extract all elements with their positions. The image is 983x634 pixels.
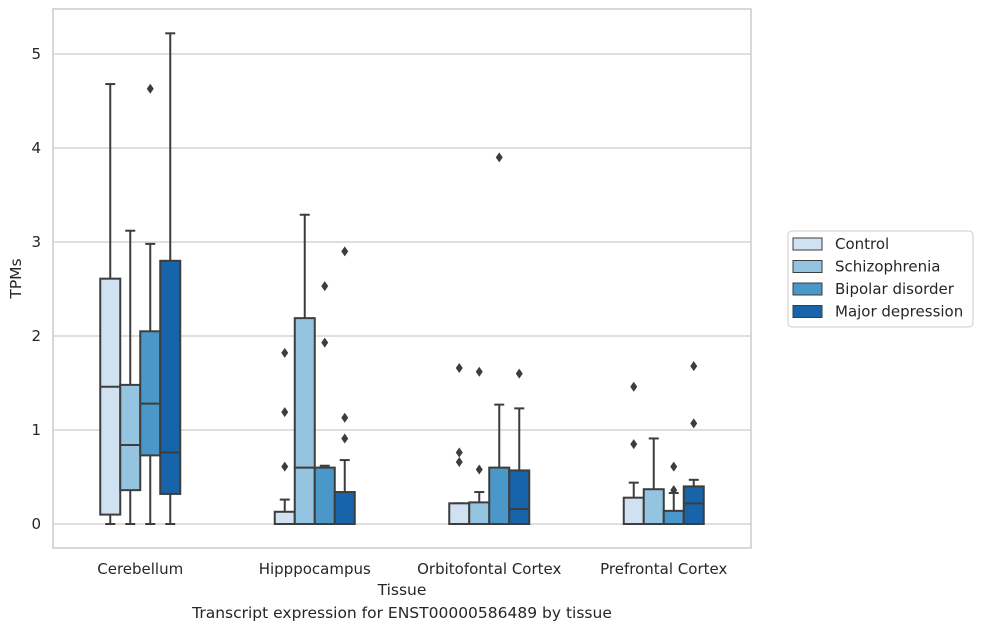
box-body	[468, 501, 491, 526]
flier-point	[341, 246, 349, 257]
box-body	[682, 485, 705, 525]
box-body	[313, 466, 336, 526]
flier-point	[630, 381, 638, 392]
plot-area	[53, 9, 751, 548]
flier-point	[455, 362, 463, 373]
box-0-2	[139, 83, 162, 525]
box-1-1	[293, 213, 316, 526]
box-body	[448, 502, 471, 526]
box-0-3	[159, 32, 182, 525]
box-2-3	[508, 368, 531, 526]
box-body	[662, 509, 685, 525]
legend-label: Schizophrenia	[835, 258, 940, 276]
y-tick-label: 2	[31, 327, 41, 345]
y-tick-label: 4	[31, 139, 41, 157]
box-body	[333, 491, 356, 526]
legend-swatch	[792, 282, 823, 296]
box-body	[622, 496, 645, 525]
x-tick-label: Hipppocampus	[259, 560, 371, 578]
flier-point	[455, 456, 463, 467]
flier-point	[475, 366, 483, 377]
plot-frame	[52, 8, 752, 549]
flier-point	[670, 461, 678, 472]
box-2-0	[448, 362, 471, 526]
box-body	[159, 259, 182, 495]
box-0-0	[99, 83, 122, 525]
x-axis-label: Tissue	[377, 581, 427, 599]
box-3-1	[642, 437, 665, 525]
flier-point	[281, 407, 289, 418]
flier-point	[455, 447, 463, 458]
legend-label: Control	[835, 235, 889, 253]
legend-swatch	[792, 260, 823, 273]
legend-label: Major depression	[835, 303, 963, 321]
box-body	[488, 466, 511, 526]
flier-point	[321, 281, 329, 292]
box-body	[508, 469, 531, 526]
box-body	[99, 277, 122, 516]
box-body	[139, 330, 162, 457]
box-body	[119, 383, 142, 492]
flier-point	[630, 439, 638, 450]
flier-point	[690, 361, 698, 372]
box-body	[273, 510, 296, 525]
flier-point	[281, 347, 289, 358]
legend-frame	[787, 230, 974, 328]
flier-point	[670, 485, 678, 496]
legend-swatch	[792, 305, 823, 318]
box-body	[293, 317, 316, 526]
y-tick-label: 1	[31, 421, 41, 439]
flier-point	[495, 152, 503, 163]
flier-point	[321, 337, 329, 348]
x-tick-label: Prefrontal Cortex	[600, 560, 727, 578]
flier-point	[341, 412, 349, 423]
box-body	[642, 488, 665, 525]
flier-point	[281, 461, 289, 472]
legend: Control Schizophrenia Bipolar disorder Majo…	[787, 230, 974, 328]
x-tick-label: Cerebellum	[97, 560, 183, 578]
flier-point	[341, 433, 349, 444]
legend-label: Bipolar disorder	[835, 280, 955, 298]
box-1-3	[333, 246, 356, 526]
legend-swatch	[792, 237, 823, 251]
y-axis-label: TPMs	[7, 258, 25, 299]
chart-caption: Transcript expression for ENST0000058648…	[192, 604, 612, 622]
flier-point	[146, 83, 154, 94]
flier-point	[690, 418, 698, 429]
box-3-3	[682, 361, 705, 525]
flier-point	[475, 464, 483, 475]
box-2-1	[468, 366, 491, 526]
box-3-0	[622, 381, 645, 525]
y-tick-label: 0	[31, 515, 41, 533]
x-tick-label: Orbitofontal Cortex	[417, 560, 561, 578]
box-2-2	[488, 152, 511, 526]
y-tick-label: 3	[31, 233, 41, 251]
flier-point	[515, 368, 523, 379]
y-tick-label: 5	[31, 45, 41, 63]
